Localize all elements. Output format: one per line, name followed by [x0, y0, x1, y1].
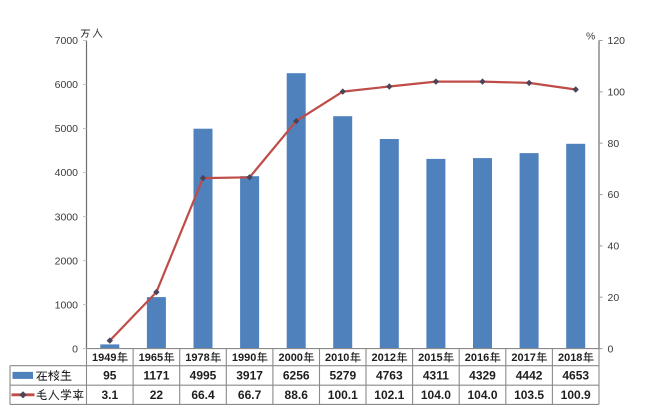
svg-text:100.1: 100.1	[328, 388, 358, 402]
svg-text:120: 120	[608, 35, 626, 47]
svg-text:4442: 4442	[516, 369, 543, 383]
svg-text:102.1: 102.1	[374, 388, 404, 402]
svg-text:2012: 2012	[372, 352, 396, 364]
svg-text:103.5: 103.5	[514, 388, 544, 402]
svg-text:60: 60	[608, 189, 620, 201]
svg-text:2000: 2000	[278, 352, 302, 364]
svg-text:1990: 1990	[232, 352, 256, 364]
svg-text:2010: 2010	[325, 352, 349, 364]
svg-text:2018: 2018	[558, 352, 582, 364]
svg-text:88.6: 88.6	[285, 388, 309, 402]
svg-text:6000: 6000	[55, 79, 79, 91]
svg-text:4995: 4995	[190, 369, 217, 383]
svg-text:100.9: 100.9	[561, 388, 591, 402]
svg-text:1978: 1978	[185, 352, 209, 364]
svg-text:1171: 1171	[143, 369, 169, 383]
svg-text:4653: 4653	[562, 369, 589, 383]
svg-text:20: 20	[608, 292, 620, 304]
svg-text:1949: 1949	[92, 352, 116, 364]
svg-text:3.1: 3.1	[101, 388, 118, 402]
svg-text:0: 0	[608, 343, 614, 355]
svg-text:4000: 4000	[55, 167, 79, 179]
svg-text:66.4: 66.4	[191, 388, 215, 402]
svg-text:104.0: 104.0	[421, 388, 451, 402]
svg-text:80: 80	[608, 138, 620, 150]
svg-text:0: 0	[72, 343, 78, 355]
svg-text:2015: 2015	[418, 352, 442, 364]
svg-text:6256: 6256	[283, 369, 310, 383]
svg-text:3917: 3917	[236, 369, 263, 383]
svg-text:7000: 7000	[55, 35, 79, 47]
svg-text:2000: 2000	[55, 255, 79, 267]
svg-text:2016: 2016	[465, 352, 489, 364]
svg-text:40: 40	[608, 241, 620, 253]
svg-text:104.0: 104.0	[467, 388, 497, 402]
svg-text:4329: 4329	[469, 369, 496, 383]
svg-text:66.7: 66.7	[238, 388, 262, 402]
svg-text:4763: 4763	[376, 369, 403, 383]
svg-text:4311: 4311	[423, 369, 449, 383]
svg-text:5000: 5000	[55, 123, 79, 135]
svg-text:2017: 2017	[511, 352, 535, 364]
svg-text:1965: 1965	[139, 352, 163, 364]
svg-text:95: 95	[103, 369, 117, 383]
svg-text:22: 22	[150, 388, 164, 402]
svg-text:100: 100	[608, 87, 626, 99]
svg-text:3000: 3000	[55, 211, 79, 223]
svg-text:1000: 1000	[55, 299, 79, 311]
svg-text:%: %	[586, 31, 595, 43]
svg-text:5279: 5279	[329, 369, 356, 383]
